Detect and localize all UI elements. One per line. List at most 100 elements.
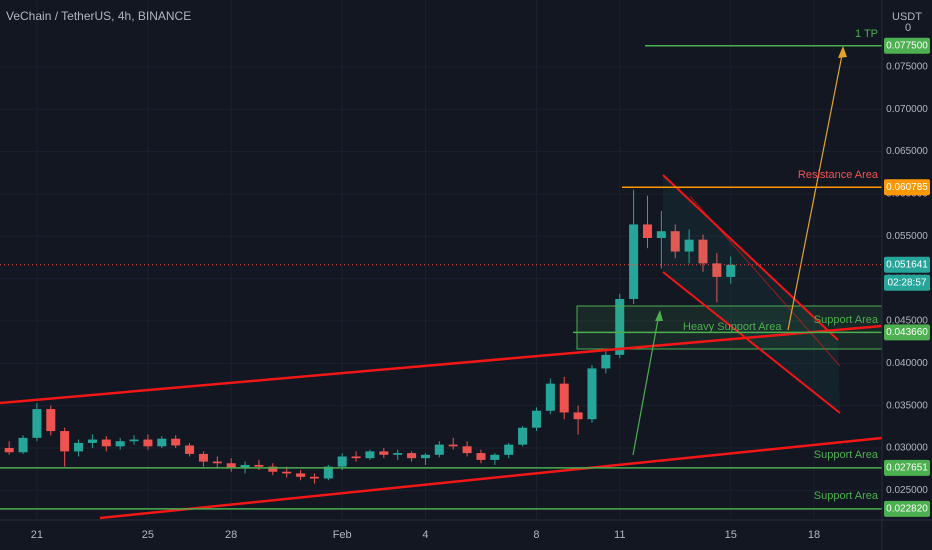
countdown: 02:28:57 [888,277,927,288]
candle-body [60,431,70,452]
countdown-box [884,274,930,291]
candle-body [268,466,278,472]
candle-body [629,224,639,299]
y-tick-label: 0.035000 [886,400,928,411]
candle-body [296,473,306,477]
candle-body [587,368,597,420]
channel-line [662,271,841,414]
x-tick-label: 11 [614,529,625,541]
price-label-box [884,37,930,54]
candle-body [642,224,652,238]
candle-body [337,456,347,467]
candle-body [32,409,42,438]
candle-body [670,231,680,252]
y-tick-partial: 0 [905,22,911,34]
price-label-box [884,179,930,196]
candle-body [393,453,403,455]
y-tick-label: 0.030000 [886,443,928,454]
price-label: 0.051641 [886,259,928,270]
y-tick-label: 0.075000 [886,62,928,73]
arrow-head [655,310,663,321]
price-label-box [884,256,930,273]
candle-body [198,453,208,462]
price-label: 0.077500 [886,40,928,51]
candle-body [282,471,292,474]
y-tick-label: 0.025000 [886,485,928,496]
candle-body [74,442,84,452]
x-tick-label: 18 [808,529,820,541]
candle-body [365,451,375,459]
trend-line [0,324,883,405]
candle-body [212,461,222,464]
chart-title: VeChain / TetherUS, 4h, BINANCE [6,9,191,23]
channel-line [662,174,839,341]
candle-body [46,409,56,432]
heavy-support-box [576,305,883,350]
arrow [632,313,660,456]
y-tick-label: 0.065000 [886,146,928,157]
annotation: Support Area [814,490,879,502]
candle-body [504,444,514,455]
candle-body [226,463,236,469]
arrow [787,49,844,331]
candle-body [240,464,250,469]
candle-body [531,410,541,428]
x-tick-label: 4 [422,529,428,541]
x-tick-label: 28 [225,529,237,541]
candle-body [420,454,430,459]
candle-body [309,476,319,479]
candle-body [462,446,472,454]
y-tick-label: 0.040000 [886,358,928,369]
y-tick-label: 0.055000 [886,231,928,242]
annotation: Heavy Support Area [683,321,782,333]
candle-body [254,464,264,467]
y-tick-label: 0.070000 [886,104,928,115]
x-tick-label: 25 [142,529,154,541]
candle-body [698,239,708,264]
candle-body [407,453,417,459]
candle-body [684,239,694,252]
candle-body [4,448,14,453]
price-label: 0.043660 [886,327,928,338]
annotation: 1 TP [855,28,878,40]
y-unit: USDT [892,11,922,23]
candle-body [101,439,111,447]
candle-body [490,454,500,460]
candle-body [171,438,181,446]
candle-body [379,451,389,455]
candle-body [615,298,625,355]
trend-line [99,436,883,520]
price-label: 0.060785 [886,182,928,193]
candle-body [559,383,569,413]
price-label-box [884,500,930,517]
annotation: Support Area [814,449,879,461]
x-tick-label: 15 [725,529,737,541]
candle-body [157,438,167,447]
price-label: 0.027651 [886,463,928,474]
x-tick-label: 21 [31,529,43,541]
levels [0,44,882,510]
channel-fill [663,175,840,413]
candle-body [476,453,486,460]
candle-body [434,444,444,455]
marks [4,189,736,484]
price-label-box [884,459,930,476]
price-label: 0.022820 [886,503,928,514]
x-axis-panel [0,520,932,550]
y-tick-label: 0.045000 [886,316,928,327]
candle-body [351,456,361,459]
annotation: Support Area [814,314,879,326]
grid [0,0,882,520]
drawings [0,46,883,520]
candle-body [573,412,583,420]
candle-body [545,383,555,411]
candle-body [601,354,611,369]
candle-body [656,231,666,238]
candle-body [115,441,125,447]
axes: 0.025000 0.030000 0.035000 0.040000 0.045000… [31,37,930,541]
candle-body [143,439,153,447]
x-tick-label: Feb [333,529,352,541]
candle-body [323,466,333,479]
